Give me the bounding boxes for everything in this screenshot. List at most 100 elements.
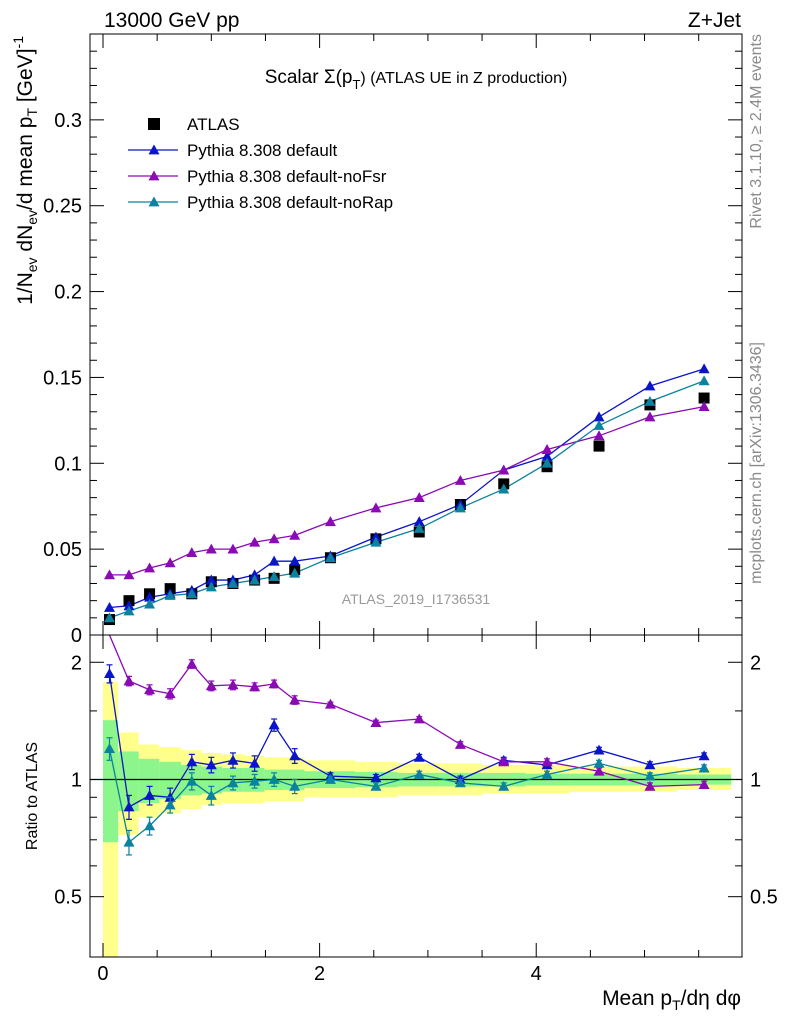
ratio-series-0-point <box>103 668 115 679</box>
ratio-series-1-point <box>644 780 656 791</box>
ratio-series-1-point <box>413 713 425 724</box>
ratio-series-2-point <box>541 768 553 779</box>
y-axis-label: 1/Nev dNev/d mean pT [GeV]-1 <box>10 36 40 305</box>
ratio-series-2-point <box>164 799 176 810</box>
ratio-series-2-point <box>698 762 710 773</box>
main-plot-panel: 00.050.10.150.20.250.3 Scalar Σ(pT) (ATL… <box>10 33 743 647</box>
ratio-series-1-point <box>123 675 135 686</box>
legend-label-0: ATLAS <box>187 115 240 134</box>
ratio-series-1-point <box>205 680 217 691</box>
y-label-part-8: -1 <box>10 36 26 49</box>
ratio-y-tick-label-right: 1 <box>750 769 761 791</box>
ratio-series-0-point <box>289 750 301 761</box>
ratio-series-2-point <box>413 768 425 779</box>
main-y-axis: 0 0.05 0.1 0.15 0.2 0.25 0.3 <box>43 34 742 647</box>
y-label-part-3: dN <box>14 225 37 258</box>
legend-label-3: Pythia 8.308 default-noRap <box>187 193 393 212</box>
series-3-point <box>698 375 710 386</box>
ratio-series-2-point <box>644 770 656 781</box>
series-3-point <box>324 552 336 563</box>
legend-marker-atlas <box>148 118 160 130</box>
series-line-3 <box>109 380 705 619</box>
series-2-point <box>593 430 605 441</box>
x-label-part-1: Mean p <box>602 987 672 1010</box>
ratio-series-2-point <box>123 836 135 847</box>
ratio-series-0-point <box>227 754 239 765</box>
main-y-tick-label: 0.1 <box>54 453 82 475</box>
series-1-point <box>413 516 425 527</box>
series-line-2 <box>109 405 705 576</box>
series-2-point <box>227 543 239 554</box>
series-3-point <box>164 590 176 600</box>
ratio-series-0-point <box>249 757 261 768</box>
legend-marker-3 <box>148 196 160 207</box>
ratio-series-0-point <box>370 772 382 783</box>
series-2-point <box>644 411 656 422</box>
watermark: ATLAS_2019_I1736531 <box>342 591 491 607</box>
ratio-series-0-point <box>144 789 156 800</box>
ratio-series-2-point <box>593 757 605 768</box>
series-3-point <box>144 598 156 609</box>
ratio-plot-marks <box>90 634 742 957</box>
series-2-point <box>186 547 198 557</box>
ratio-plot-frame <box>89 634 743 958</box>
rivet-version-label: Rivet 3.1.10, ≥ 2.4M events <box>748 34 765 229</box>
main-y-tick-label: 0.3 <box>54 110 82 132</box>
series-3-point <box>593 420 605 430</box>
series-1-point <box>593 411 605 422</box>
header-left-label: 13000 GeV pp <box>104 9 239 32</box>
x-label-part-2: T <box>672 997 681 1013</box>
series-2-point <box>413 492 425 503</box>
series-3-point <box>249 574 261 585</box>
main-y-tick-label: 0.2 <box>54 282 82 304</box>
series-3-point <box>186 588 198 599</box>
series-3-point <box>123 605 135 616</box>
ratio-series-1-point <box>541 756 553 767</box>
y-label-part-4: ev <box>24 210 40 225</box>
ratio-y-tick-label: 0.5 <box>54 887 82 909</box>
title-subscript: T <box>352 77 360 92</box>
ratio-series-2-point <box>454 777 466 788</box>
uncertainty-band-inner <box>138 758 160 804</box>
ratio-series-2-point <box>370 780 382 791</box>
series-2-point <box>268 533 280 544</box>
series-1-point <box>205 574 217 585</box>
series-2-point <box>123 569 135 580</box>
series-2-point <box>205 543 217 554</box>
series-1-point <box>268 555 280 566</box>
uncertainty-band-inner <box>159 761 181 800</box>
series-3-point <box>498 483 510 494</box>
series-3-point <box>205 581 217 592</box>
series-1-point <box>541 450 553 461</box>
ratio-y-tick-label-right: 2 <box>750 652 761 674</box>
ratio-series-0-point <box>123 801 135 812</box>
series-1-point <box>103 602 115 612</box>
ratio-series-0-point <box>413 751 425 762</box>
series-3-point <box>454 502 466 513</box>
ratio-series-1-point <box>454 738 466 749</box>
ratio-series-0-point <box>593 744 605 755</box>
series-3-point <box>644 395 656 406</box>
y-label-part-1: 1/N <box>14 272 37 305</box>
x-tick-label: 4 <box>531 963 542 985</box>
ratio-series-2-point <box>144 820 156 831</box>
series-3-point <box>103 612 115 623</box>
series-2-point <box>370 502 382 513</box>
series-3-point <box>268 571 280 582</box>
main-y-tick-label: 0.05 <box>43 539 82 561</box>
series-2-point <box>289 529 301 540</box>
y-label-part-5: /d mean p <box>14 117 37 210</box>
series-3-point <box>370 536 382 547</box>
series-3-point <box>413 523 425 533</box>
x-tick-label: 0 <box>97 963 108 985</box>
ratio-series-1-point <box>498 756 510 767</box>
title-prefix: Scalar Σ(p <box>265 67 353 88</box>
x-label-part-3: /dη dφ <box>681 987 741 1010</box>
ratio-series-1-point <box>249 681 261 692</box>
series-2-point <box>249 536 261 547</box>
main-y-tick-label: 0.15 <box>43 367 82 389</box>
ratio-series-1-point <box>593 765 605 776</box>
ratio-series-2-point <box>227 777 239 788</box>
series-2-point <box>541 444 553 454</box>
